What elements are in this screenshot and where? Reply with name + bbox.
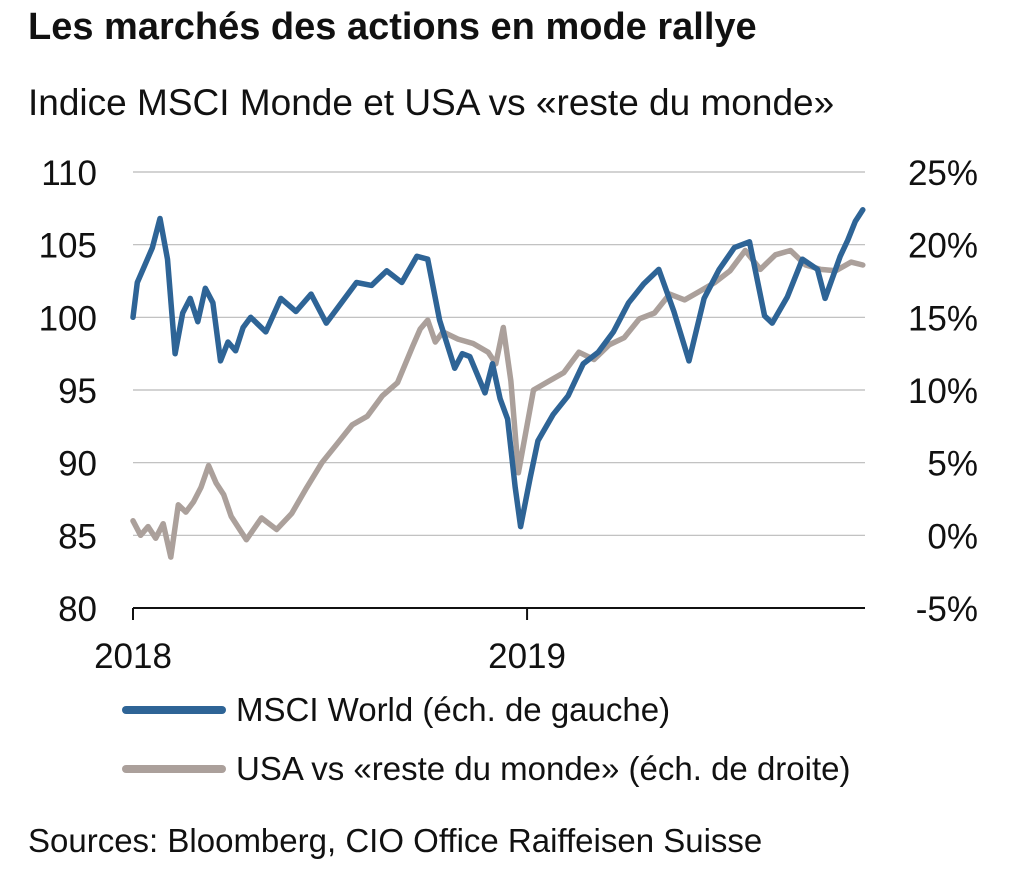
y-right-tick-label: 10% [908,372,978,411]
line-chart: 80 -5% 85 0% 90 5% 95 10% 100 15% 105 20% 110 25% 2018… [39,154,978,676]
chart-title: Les marchés des actions en mode rallye [28,6,757,48]
y-right-tick-label: -5% [916,590,978,629]
series-line-usa-vs-rest [130,247,866,560]
legend-label-msci-world: MSCI World (éch. de gauche) [236,691,671,728]
y-right-tick-label: 25% [908,154,978,193]
y-left-tick-label: 90 [58,445,97,484]
y-right-tick-label: 0% [927,517,978,556]
legend-label-usa-vs-rest: USA vs «reste du monde» (éch. de droite) [236,750,851,787]
y-right-tick-label: 5% [927,445,978,484]
legend-swatch-usa-vs-rest [122,765,226,773]
legend-item-msci-world: MSCI World (éch. de gauche) [122,690,670,730]
y-right-tick-label: 20% [908,227,978,266]
y-left-tick-label: 95 [58,372,97,411]
legend-swatch-msci-world [122,706,226,714]
y-left-tick-label: 110 [41,154,97,193]
y-left-tick-label: 100 [39,299,97,338]
series-line-msci-world [130,207,866,530]
source-note: Sources: Bloomberg, CIO Office Raiffeise… [28,822,763,859]
y-left-tick-label: 105 [39,227,97,266]
y-left-tick-label: 85 [58,517,97,556]
x-tick-label: 2019 [488,637,566,676]
x-tick-label: 2018 [94,637,172,676]
legend-item-usa-vs-rest: USA vs «reste du monde» (éch. de droite) [122,749,851,789]
y-right-tick-label: 15% [908,299,978,338]
y-left-tick-label: 80 [58,590,97,629]
chart-subtitle: Indice MSCI Monde et USA vs «reste du mo… [28,82,835,123]
